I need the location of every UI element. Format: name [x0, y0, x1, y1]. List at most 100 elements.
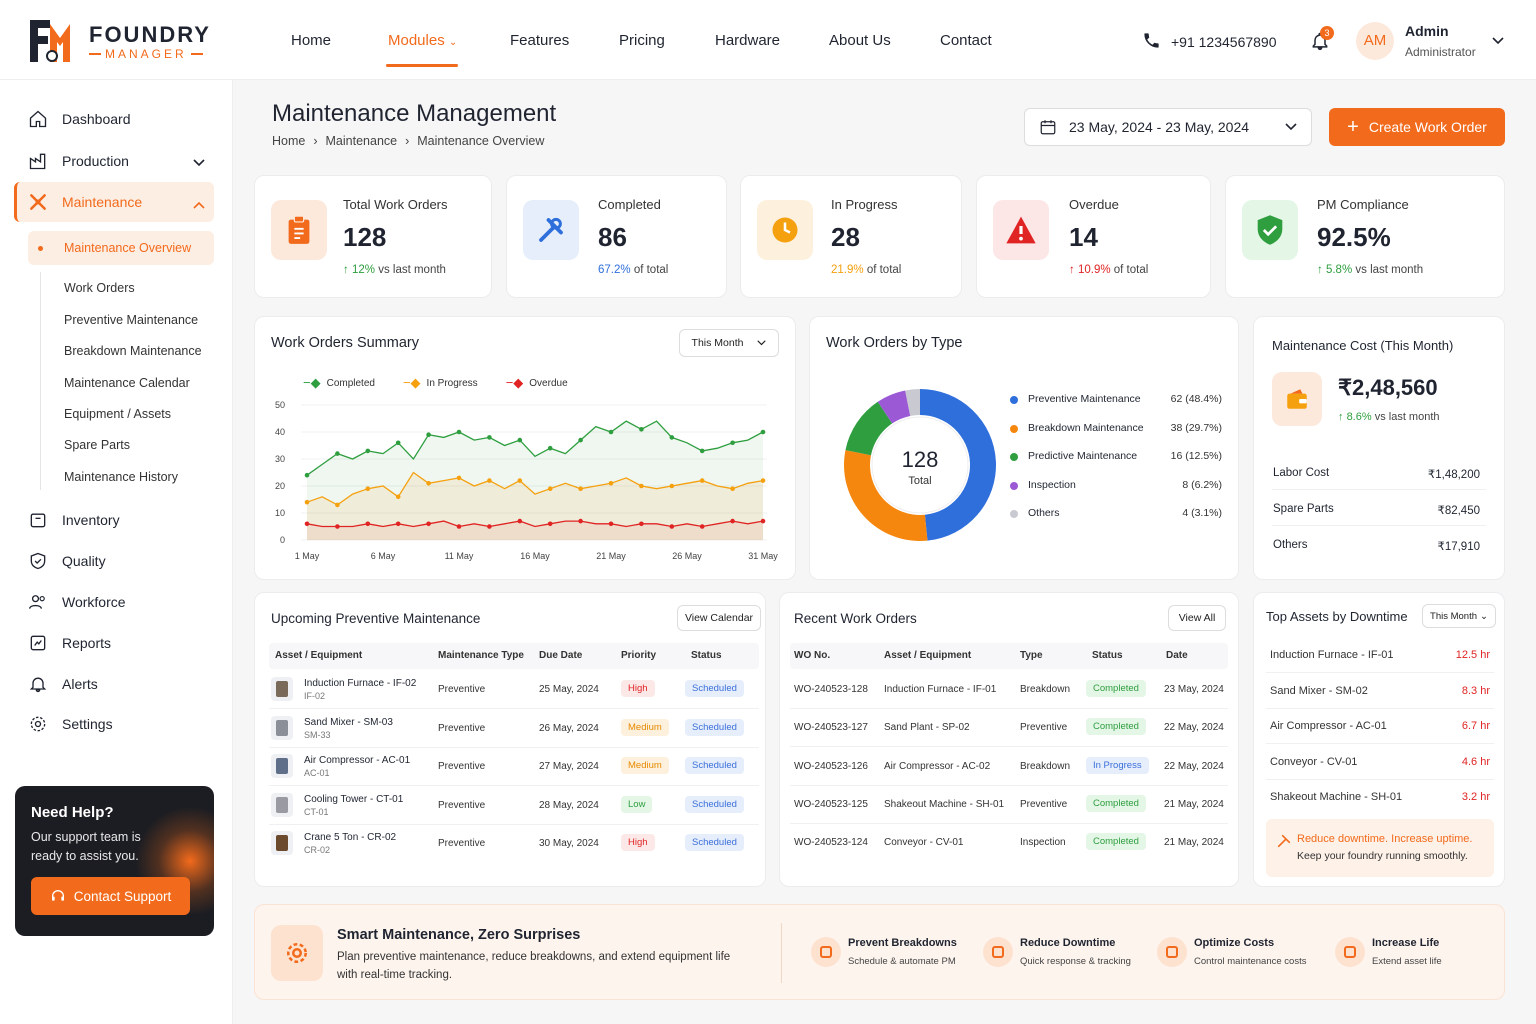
nav-home[interactable]: Home	[291, 32, 332, 49]
sidebar-sub-equipment[interactable]: Equipment / Assets	[64, 407, 172, 421]
data-point[interactable]	[730, 518, 735, 524]
sidebar-item-settings[interactable]: Settings	[28, 714, 113, 734]
data-point[interactable]	[304, 521, 310, 527]
data-point[interactable]	[699, 478, 705, 483]
wo-number[interactable]: WO-240523-128	[794, 684, 868, 695]
data-point[interactable]	[578, 486, 583, 491]
donut-slice[interactable]	[877, 390, 911, 424]
data-point[interactable]	[639, 521, 644, 527]
phone-number[interactable]: +91 1234567890	[1171, 34, 1277, 50]
data-point[interactable]	[487, 478, 492, 483]
downtime-period-dropdown[interactable]: This Month ⌄	[1422, 604, 1496, 628]
view-calendar-button[interactable]: View Calendar	[677, 605, 761, 631]
data-point[interactable]	[730, 486, 735, 491]
donut-slice[interactable]	[920, 389, 996, 541]
data-point[interactable]	[365, 448, 371, 454]
data-point[interactable]	[547, 521, 553, 527]
nav-about[interactable]: About Us	[829, 32, 891, 49]
data-point[interactable]	[426, 432, 431, 437]
data-point[interactable]	[304, 499, 310, 505]
view-all-button[interactable]: View All	[1168, 605, 1226, 631]
sidebar-sub-breakdown[interactable]: Breakdown Maintenance	[64, 344, 202, 358]
data-point[interactable]	[487, 524, 492, 529]
chevron-up-icon[interactable]	[193, 198, 205, 212]
chevron-down-icon[interactable]	[193, 156, 205, 170]
data-point[interactable]	[395, 521, 401, 527]
downtime-asset[interactable]: Air Compressor - AC-01	[1270, 720, 1387, 732]
data-point[interactable]	[365, 486, 371, 491]
nav-features[interactable]: Features	[510, 32, 570, 49]
data-point[interactable]	[456, 524, 462, 529]
sidebar-item-workforce[interactable]: Workforce	[28, 592, 126, 612]
create-work-order-button[interactable]: + Create Work Order	[1329, 108, 1505, 146]
asset-name[interactable]: Cooling Tower - CT-01	[304, 793, 404, 805]
donut-slice[interactable]	[844, 450, 928, 541]
breadcrumb-maintenance[interactable]: Maintenance	[325, 134, 398, 148]
data-point[interactable]	[669, 435, 675, 440]
sidebar-sub-history[interactable]: Maintenance History	[64, 470, 178, 484]
downtime-asset[interactable]: Conveyor - CV-01	[1270, 755, 1358, 768]
data-point[interactable]	[578, 437, 583, 443]
avatar[interactable]: AM	[1356, 22, 1394, 60]
data-point[interactable]	[517, 437, 523, 443]
downtime-asset[interactable]: Shakeout Machine - SH-01	[1270, 791, 1403, 803]
sidebar-item-maintenance[interactable]: Maintenance	[28, 192, 142, 212]
user-menu-chevron-icon[interactable]	[1492, 34, 1504, 48]
data-point[interactable]	[699, 524, 705, 529]
summary-period-dropdown[interactable]: This Month	[679, 329, 779, 357]
asset-name[interactable]: Crane 5 Ton - CR-02	[304, 832, 397, 843]
data-point[interactable]	[578, 518, 583, 524]
data-point[interactable]	[760, 429, 766, 435]
breadcrumb-home[interactable]: Home	[272, 134, 306, 148]
data-point[interactable]	[365, 521, 371, 527]
donut-slice[interactable]	[845, 401, 893, 456]
data-point[interactable]	[335, 451, 340, 456]
date-range-picker[interactable]: 23 May, 2024 - 23 May, 2024	[1024, 108, 1312, 146]
data-point[interactable]	[730, 440, 735, 446]
wo-number[interactable]: WO-240523-127	[794, 722, 868, 734]
data-point[interactable]	[335, 502, 340, 508]
sidebar-item-dashboard[interactable]: Dashboard	[28, 109, 131, 129]
sidebar-sub-work-orders[interactable]: Work Orders	[64, 281, 135, 295]
data-point[interactable]	[760, 478, 766, 483]
asset-name[interactable]: Air Compressor - AC-01	[304, 755, 411, 766]
nav-modules[interactable]: Modules ⌄	[388, 32, 458, 49]
nav-contact[interactable]: Contact	[940, 32, 992, 49]
sidebar-item-production[interactable]: Production	[28, 151, 129, 171]
data-point[interactable]	[395, 494, 401, 500]
asset-name[interactable]: Induction Furnace - IF-02	[304, 678, 417, 689]
data-point[interactable]	[395, 440, 401, 446]
nav-pricing[interactable]: Pricing	[619, 32, 665, 49]
sidebar-sub-preventive[interactable]: Preventive Maintenance	[64, 313, 199, 327]
downtime-asset[interactable]: Induction Furnace - IF-01	[1270, 649, 1394, 661]
data-point[interactable]	[426, 481, 431, 486]
data-point[interactable]	[639, 483, 644, 489]
data-point[interactable]	[608, 429, 614, 435]
sidebar-sub-maintenance-overview[interactable]: Maintenance Overview	[64, 241, 192, 255]
data-point[interactable]	[669, 524, 675, 529]
data-point[interactable]	[456, 475, 462, 481]
data-point[interactable]	[639, 427, 644, 432]
data-point[interactable]	[517, 478, 523, 483]
data-point[interactable]	[760, 518, 766, 524]
data-point[interactable]	[335, 524, 340, 529]
data-point[interactable]	[517, 518, 523, 524]
data-point[interactable]	[547, 445, 553, 451]
data-point[interactable]	[456, 429, 462, 435]
sidebar-item-quality[interactable]: Quality	[28, 551, 106, 571]
data-point[interactable]	[608, 521, 614, 527]
donut-slice[interactable]	[905, 389, 920, 416]
data-point[interactable]	[547, 486, 553, 491]
data-point[interactable]	[426, 521, 431, 527]
data-point[interactable]	[304, 472, 310, 478]
data-point[interactable]	[487, 435, 492, 440]
asset-name[interactable]: Sand Mixer - SM-03	[304, 716, 393, 728]
downtime-asset[interactable]: Sand Mixer - SM-02	[1270, 684, 1368, 697]
brand-logo-icon[interactable]	[28, 18, 74, 64]
sidebar-sub-calendar[interactable]: Maintenance Calendar	[64, 376, 190, 390]
data-point[interactable]	[669, 483, 675, 489]
wo-number[interactable]: WO-240523-124	[794, 837, 868, 849]
nav-hardware[interactable]: Hardware	[715, 32, 781, 49]
sidebar-item-alerts[interactable]: Alerts	[28, 674, 98, 694]
wo-number[interactable]: WO-240523-125	[794, 798, 868, 810]
